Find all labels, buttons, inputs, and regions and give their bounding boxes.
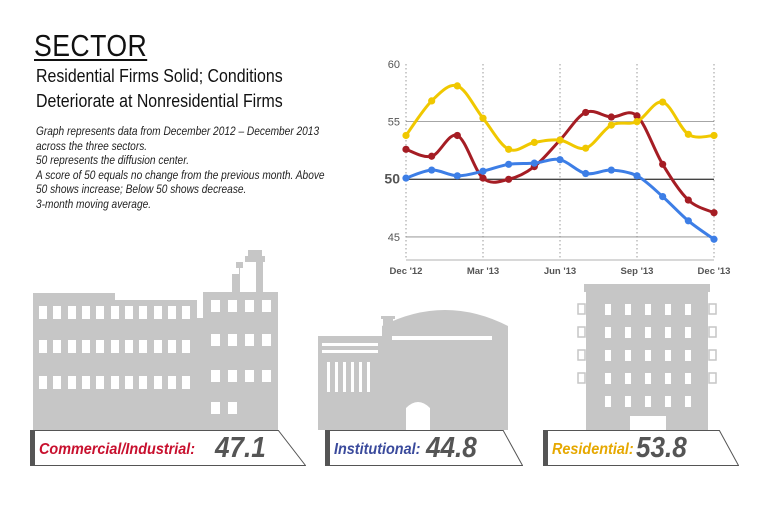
note-line: Graph represents data from December 2012… [36,124,320,138]
y-tick-label: 45 [388,232,400,244]
commercial-banner-edge [30,430,306,466]
institutional-point [402,174,410,182]
institutional-point [659,192,667,201]
residential-point [530,138,538,146]
commercial-industrial-point [428,152,436,160]
residential-point [582,144,590,152]
residential-label: Residential: [552,441,634,458]
commercial-industrial-point [582,108,590,117]
y-tick-label: 60 [388,59,400,71]
institutional-point [453,172,461,180]
y-tick-label: 55 [388,117,400,129]
residential-point [607,121,615,129]
commercial-building-icon [33,250,278,430]
residential-point [633,118,641,126]
commercial-industrial-point [607,113,615,121]
institutional-point [710,235,718,243]
commercial-industrial-point [659,160,667,168]
residential-point [710,131,718,140]
x-tick-label: Sep '13 [621,266,654,277]
institutional-point [607,166,615,174]
residential-balconies [577,303,717,384]
commercial-industrial-point [684,196,692,204]
commercial-windows [39,300,271,414]
commercial-value: 47.1 [215,432,266,464]
note-line: 50 represents the diffusion center. [36,153,190,168]
institutional-value: 44.8 [426,432,477,464]
note-line: across the three sectors. [36,138,148,153]
commercial-industrial-point [402,145,410,153]
institutional-point [556,156,564,164]
institutional-point [633,172,641,180]
residential-windows [605,304,691,430]
institutional-point [479,167,487,175]
residential-point [659,98,667,106]
institutional-point [684,217,692,225]
residential-point [684,130,692,138]
institutional-label: Institutional: [334,441,421,458]
building-illustrations [33,250,717,430]
x-tick-label: Jun '13 [544,266,576,277]
x-tick-label: Dec '13 [698,266,731,277]
commercial-industrial-point [505,175,513,183]
residential-point [479,114,487,122]
note-line: 3-month moving average. [36,196,152,211]
residential-point [556,136,564,144]
x-tick-label: Dec '12 [390,266,423,277]
residential-banner: Residential: 53.8 [543,430,739,466]
page-title: SECTOR [34,28,148,63]
subtitle-line-2: Deteriorate at Nonresidential Firms [36,90,283,111]
commercial-industrial-point [633,112,641,120]
residential-point [505,145,513,153]
commercial-industrial-point [710,209,718,217]
commercial-label: Commercial/Industrial: [39,441,196,458]
institutional-windows [322,336,492,430]
institutional-point [530,159,538,167]
subtitle-line-1: Residential Firms Solid; Conditions [36,65,283,86]
commercial-industrial-point [453,131,461,140]
institutional-point [428,166,436,174]
residential-point [402,131,410,140]
residential-point [453,82,461,90]
note-line: A score of 50 equals no change from the … [36,167,325,182]
institutional-banner-edge [325,430,523,466]
institutional-point [582,169,590,178]
chart-notes: Graph represents data from December 2012… [36,124,371,212]
residential-point [428,97,436,105]
line-chart: 45 50 55 60 Dec '12 Mar '13 Jun '13 Sep '13 Dec … [384,59,731,277]
x-tick-label: Mar '13 [467,266,499,277]
commercial-industrial-point [479,174,487,182]
note-line: 50 shows increase; Below 50 shows decrea… [36,182,247,197]
residential-value: 53.8 [636,432,687,464]
institutional-point [505,160,513,168]
residential-banner-edge [543,430,739,466]
y-tick-label: 50 [384,170,400,186]
